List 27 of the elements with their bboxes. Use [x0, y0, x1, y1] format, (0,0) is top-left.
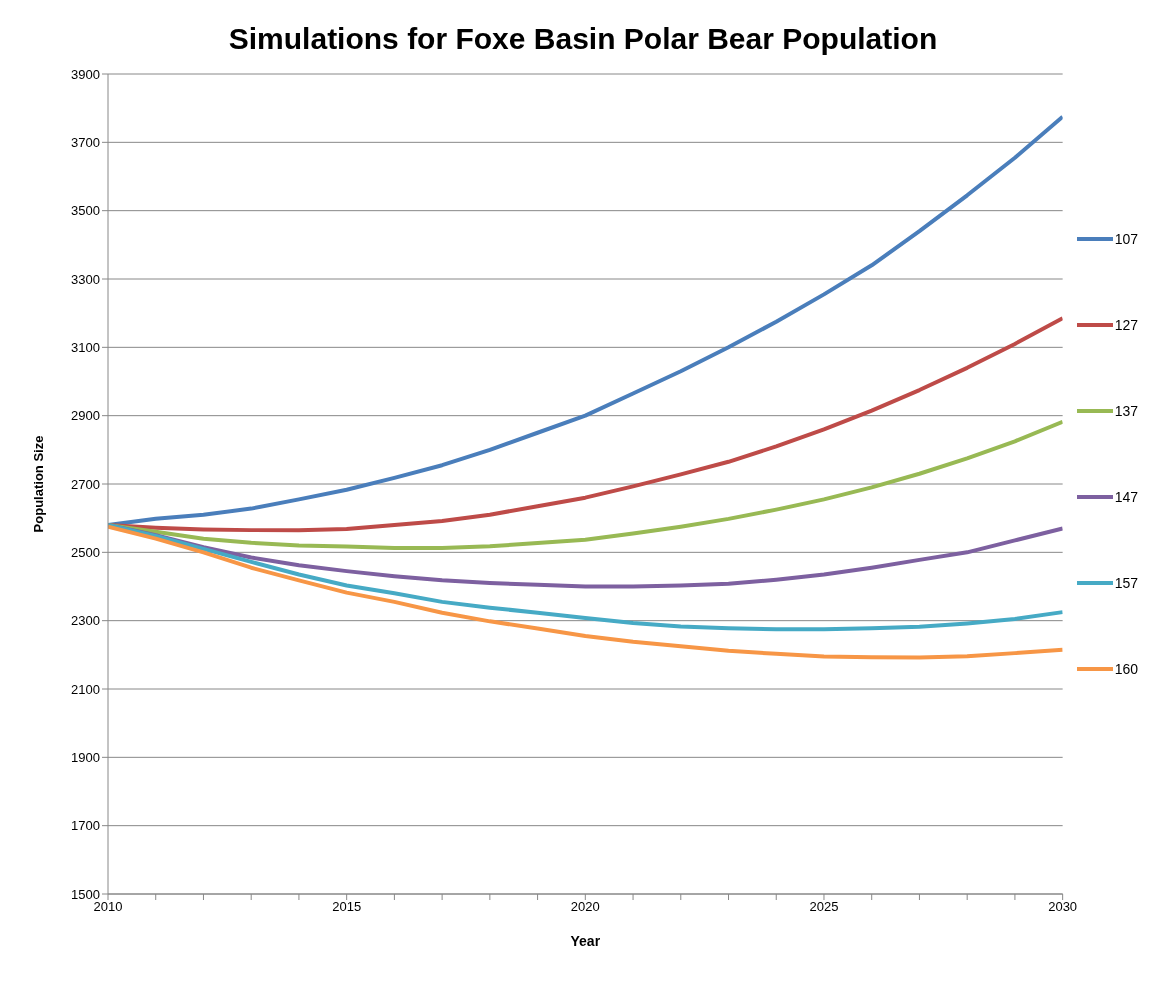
x-tick-label: 2030 — [1048, 899, 1078, 915]
legend-label: 147 — [1114, 489, 1138, 505]
y-tick-label: 3100 — [71, 339, 100, 355]
x-tick-label: 2015 — [332, 899, 362, 915]
x-axis-title: Year — [570, 933, 601, 949]
y-tick-label: 1500 — [71, 886, 100, 902]
y-tick-label: 1900 — [71, 749, 100, 765]
y-axis-title: Population Size — [30, 435, 46, 533]
legend-label: 107 — [1114, 231, 1138, 247]
x-tick-label: 2010 — [93, 899, 123, 915]
y-tick-label: 3500 — [71, 203, 100, 219]
legend-label: 137 — [1114, 403, 1138, 419]
y-tick-label: 3900 — [71, 66, 100, 82]
y-tick-label: 2300 — [71, 613, 100, 629]
x-tick-label: 2025 — [809, 899, 839, 915]
legend-label: 157 — [1114, 575, 1138, 591]
y-tick-label: 2700 — [71, 476, 100, 492]
y-tick-label: 2500 — [71, 544, 100, 560]
legend-label: 127 — [1114, 317, 1138, 333]
x-tick-label: 2020 — [570, 899, 600, 915]
y-tick-label: 3300 — [71, 271, 100, 287]
y-tick-label: 2100 — [71, 681, 100, 697]
y-tick-label: 3700 — [71, 134, 100, 150]
y-tick-label: 2900 — [71, 408, 100, 424]
y-tick-label: 1700 — [71, 818, 100, 834]
chart-title: Simulations for Foxe Basin Polar Bear Population — [227, 21, 939, 57]
legend-label: 160 — [1114, 661, 1138, 677]
